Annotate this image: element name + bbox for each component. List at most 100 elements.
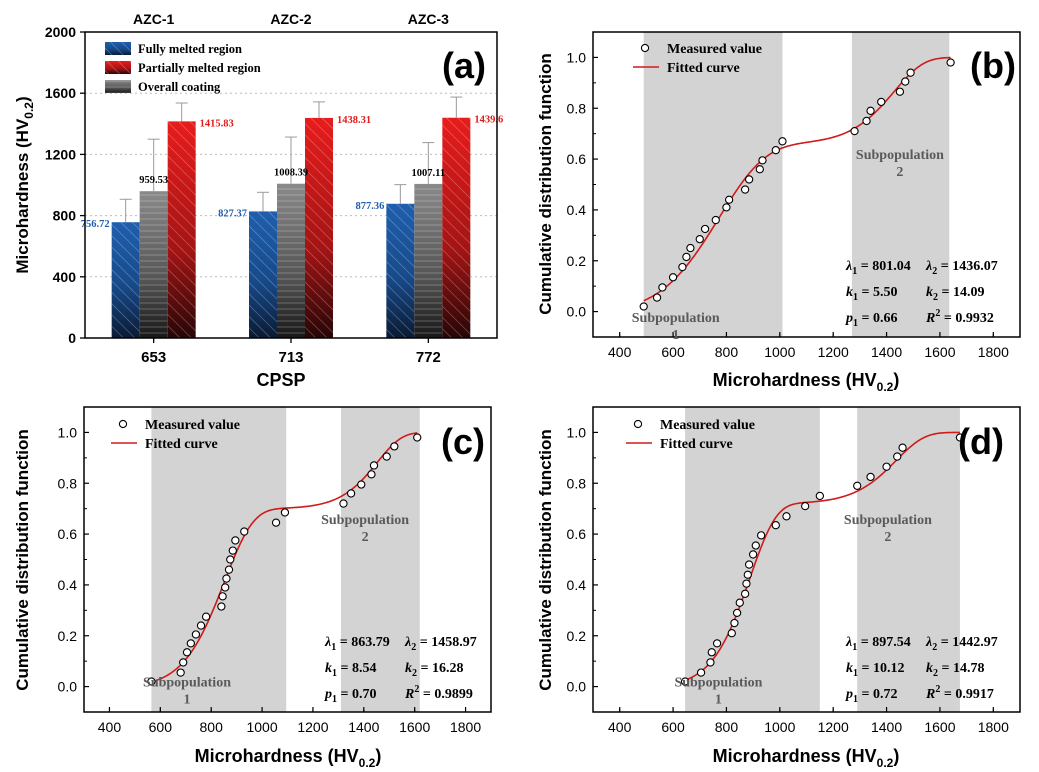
- a-legend-swatch-texture-2: [105, 80, 131, 93]
- c-measured-point-13: [226, 555, 235, 564]
- a-bar-texture-0-772: [386, 203, 415, 338]
- b-region-label-1: Subpopulation: [632, 311, 720, 326]
- d-param-3: k2 = 14.78: [926, 661, 984, 679]
- a-legend-label-0: Fully melted region: [138, 42, 242, 56]
- a-value-labels: 756.72 959.53 1415.83 827.37 1008.39 1438.31 8…: [81, 115, 503, 230]
- c-measured-point-3: [182, 648, 192, 657]
- c-ytick-label-1.0: 1.0: [58, 424, 78, 440]
- b-y-axis-label: Cumulative distribution function: [536, 53, 555, 315]
- a-value-label-1-653: 959.53: [139, 175, 168, 186]
- d-region-number-1: 1: [715, 693, 722, 708]
- c-param-1: λ2 = 1458.97: [404, 635, 477, 653]
- d-ytick-label-0.4: 0.4: [567, 577, 587, 593]
- c-y-axis-label: Cumulative distribution function: [13, 429, 32, 691]
- d-measured-point-7: [732, 608, 742, 618]
- d-measured-point-18: [801, 501, 810, 511]
- b-measured-point-13: [744, 175, 754, 184]
- d-measured-point-3: [707, 648, 716, 657]
- d-ytick-label-1.0: 1.0: [567, 424, 587, 440]
- a-legend-label-2: Overall coating: [138, 80, 221, 94]
- d-measured-point-8: [735, 598, 744, 607]
- c-ytick-label-0.8: 0.8: [58, 475, 78, 491]
- b-param-4: p1 = 0.66: [845, 311, 897, 329]
- b-measured-point-20: [866, 106, 875, 115]
- a-value-label-0-653: 756.72: [81, 219, 110, 230]
- a-value-label-2-653: 1415.83: [200, 118, 234, 129]
- d-measured-points: [680, 433, 965, 686]
- a-bar-texture-2-772: [442, 117, 471, 338]
- d-xtick-label-1800: 1800: [978, 719, 1009, 735]
- a-y-axis-label: Microhardness (HV0.2): [13, 96, 36, 273]
- d-xtick-label-1600: 1600: [924, 719, 955, 735]
- c-region-labels: Subpopulation 1 Subpopulation 2: [143, 513, 409, 708]
- d-measured-point-4: [712, 639, 722, 648]
- b-measured-point-15: [758, 156, 767, 165]
- d-measured-point-6: [730, 618, 739, 628]
- d-measured-point-11: [743, 570, 752, 579]
- b-xtick-label-400: 400: [608, 344, 632, 360]
- d-param-4: p1 = 0.72: [845, 687, 897, 705]
- b-xtick-label-1600: 1600: [924, 344, 955, 360]
- b-measured-point-4: [678, 262, 687, 272]
- a-x-axis-label: CPSP: [256, 370, 305, 390]
- d-xtick-label-800: 800: [715, 719, 739, 735]
- b-measured-point-14: [755, 165, 764, 174]
- a-bar-texture-1-713: [277, 183, 305, 338]
- c-measured-point-20: [346, 489, 356, 498]
- d-measured-point-20: [853, 481, 862, 490]
- d-measured-point-5: [727, 629, 736, 638]
- d-param-1: λ2 = 1442.97: [925, 635, 998, 653]
- a-value-label-0-772: 877.36: [355, 201, 384, 212]
- a-y-ticks: 0 400 800 1200 1600 2000: [45, 24, 85, 346]
- c-measured-point-0: [147, 677, 156, 686]
- a-ytick-label-400: 400: [53, 269, 77, 285]
- c-measured-point-18: [280, 508, 290, 517]
- c-xtick-label-400: 400: [98, 719, 122, 735]
- b-legend-label-measured: Measured value: [667, 42, 762, 57]
- d-x-axis-label: Microhardness (HV0.2): [713, 746, 900, 770]
- d-subpopulation-regions: [685, 407, 960, 712]
- b-region-1: [643, 32, 783, 337]
- b-param-1: λ2 = 1436.07: [925, 259, 998, 277]
- c-region-number-1: 1: [184, 693, 191, 708]
- c-measured-point-14: [228, 546, 237, 555]
- d-axis-ticks: 400 600 800 1000 1200 1400 1600 1800 0.0 0.2 0.4 0.…: [567, 406, 1009, 735]
- d-measured-point-9: [740, 589, 750, 598]
- c-measured-point-25: [390, 442, 399, 451]
- d-measured-point-17: [782, 512, 791, 521]
- a-legend-swatch-texture-1: [105, 61, 131, 74]
- c-param-3: k2 = 16.28: [405, 661, 463, 679]
- b-xtick-label-1400: 1400: [871, 344, 902, 360]
- b-ytick-label-0.0: 0.0: [567, 304, 587, 320]
- b-measured-point-19: [862, 116, 871, 126]
- a-value-label-2-772: 1439.6: [474, 115, 503, 126]
- panel-c-cdf-plot: 400 600 800 1000 1200 1400 1600 1800 0.0 0.2 0.4 0.…: [13, 406, 492, 770]
- c-xtick-label-1000: 1000: [246, 719, 277, 735]
- a-xtick-label-713: 713: [278, 349, 303, 366]
- c-ytick-label-0.2: 0.2: [58, 628, 78, 644]
- c-param-4: p1 = 0.70: [324, 687, 376, 705]
- b-subpopulation-regions: [643, 32, 950, 337]
- b-ytick-label-0.2: 0.2: [567, 253, 587, 269]
- b-region-number-2: 2: [896, 165, 903, 180]
- b-region-label-2: Subpopulation: [856, 148, 944, 163]
- d-legend-marker-measured: [633, 419, 643, 429]
- d-legend: Measured value Fitted curve: [626, 418, 755, 452]
- b-measured-point-8: [700, 224, 710, 234]
- d-ytick-label-0.2: 0.2: [567, 628, 587, 644]
- c-xtick-label-600: 600: [149, 719, 173, 735]
- d-ytick-label-0.6: 0.6: [567, 526, 587, 542]
- a-top-label-1: AZC-1: [133, 11, 174, 27]
- c-measured-point-19: [339, 499, 348, 508]
- a-top-label-3: AZC-3: [408, 11, 449, 27]
- c-measured-point-26: [413, 433, 422, 442]
- d-measured-point-13: [748, 550, 758, 559]
- c-measured-point-2: [179, 658, 188, 667]
- b-measured-point-11: [724, 195, 734, 204]
- c-legend-label-fitted: Fitted curve: [145, 437, 218, 452]
- d-measured-point-15: [756, 531, 766, 540]
- b-measured-point-3: [668, 273, 678, 282]
- b-xtick-label-1200: 1200: [818, 344, 849, 360]
- b-region-2: [851, 32, 950, 337]
- d-measured-point-23: [893, 452, 902, 461]
